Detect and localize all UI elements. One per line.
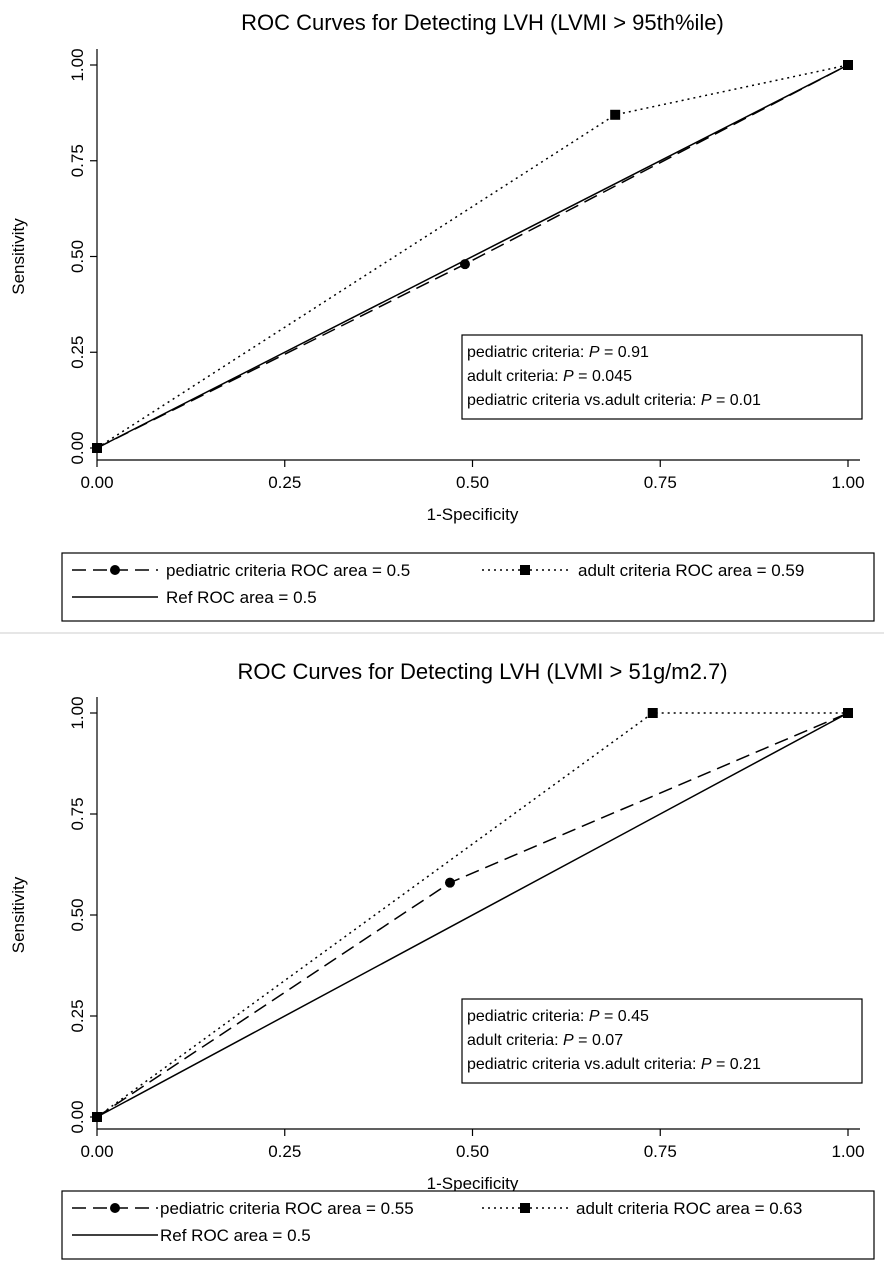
chart-title: ROC Curves for Detecting LVH (LVMI > 95t… — [241, 10, 724, 35]
x-tick-label: 0.50 — [456, 473, 489, 492]
x-tick-label: 0.50 — [456, 1142, 489, 1161]
x-tick-label: 0.25 — [268, 1142, 301, 1161]
x-axis-title: 1-Specificity — [427, 1174, 519, 1193]
stats-label: adult criteria: — [467, 1032, 563, 1049]
y-tick-label: 0.75 — [68, 144, 87, 177]
x-tick-label: 0.75 — [644, 1142, 677, 1161]
stats-value: = 0.01 — [712, 392, 761, 409]
stats-line: pediatric criteria: P = 0.45 — [467, 1008, 649, 1025]
chart-title: ROC Curves for Detecting LVH (LVMI > 51g… — [237, 659, 727, 684]
stats-value: = 0.21 — [712, 1056, 761, 1073]
stats-label: adult criteria: — [467, 368, 563, 385]
legend-label: adult criteria ROC area = 0.63 — [576, 1199, 802, 1218]
stats-p-symbol: P — [701, 392, 712, 409]
legend-marker-square — [520, 1203, 530, 1213]
data-point-circle — [459, 259, 470, 270]
series-line-2 — [96, 712, 849, 1118]
legend-label: pediatric criteria ROC area = 0.55 — [160, 1199, 414, 1218]
stats-line: adult criteria: P = 0.07 — [467, 1032, 623, 1049]
panel-separator — [0, 632, 884, 634]
stats-box — [461, 998, 863, 1084]
y-tick-label: 0.00 — [68, 1100, 87, 1133]
data-point-square — [92, 1112, 102, 1122]
stats-line: adult criteria: P = 0.045 — [467, 368, 632, 385]
stats-line: pediatric criteria: P = 0.91 — [467, 344, 649, 361]
y-axis-title: Sensitivity — [9, 218, 28, 295]
stats-value: = 0.45 — [600, 1008, 649, 1025]
y-tick-label: 1.00 — [68, 696, 87, 729]
x-tick-label: 1.00 — [831, 1142, 864, 1161]
data-point-square — [92, 443, 102, 453]
legend-marker-square — [520, 565, 530, 575]
stats-label: pediatric criteria vs.adult criteria: — [467, 1056, 701, 1073]
legend-marker-circle — [110, 1203, 120, 1213]
legend-box — [61, 1190, 875, 1260]
data-point-square — [843, 60, 853, 70]
x-tick-label: 0.25 — [268, 473, 301, 492]
stats-p-symbol: P — [563, 1032, 574, 1049]
stats-line: pediatric criteria vs.adult criteria: P … — [467, 1056, 761, 1073]
stats-value: = 0.045 — [574, 368, 632, 385]
series-line-1 — [96, 712, 848, 1118]
roc-chart-1-svg: ROC Curves for Detecting LVH (LVMI > 95t… — [9, 10, 875, 622]
data-point-circle — [444, 877, 455, 888]
legend-marker-circle — [110, 565, 120, 575]
stats-p-symbol: P — [589, 1008, 600, 1025]
legend-label: Ref ROC area = 0.5 — [160, 1226, 311, 1245]
stats-p-symbol: P — [589, 344, 600, 361]
roc-chart-1: ROC Curves for Detecting LVH (LVMI > 95t… — [0, 0, 884, 630]
data-point-square — [610, 109, 621, 120]
stats-label: pediatric criteria vs.adult criteria: — [467, 392, 701, 409]
stats-value: = 0.07 — [574, 1032, 623, 1049]
x-tick-label: 1.00 — [831, 473, 864, 492]
x-tick-label: 0.75 — [644, 473, 677, 492]
roc-chart-2-svg: ROC Curves for Detecting LVH (LVMI > 51g… — [9, 659, 875, 1260]
y-tick-label: 0.00 — [68, 431, 87, 464]
data-point-square — [647, 708, 658, 718]
x-tick-label: 0.00 — [80, 1142, 113, 1161]
legend-box — [61, 552, 875, 622]
stats-box — [461, 334, 863, 420]
x-tick-label: 0.00 — [80, 473, 113, 492]
y-tick-label: 0.25 — [68, 336, 87, 369]
legend-label: pediatric criteria ROC area = 0.5 — [166, 561, 410, 580]
stats-label: pediatric criteria: — [467, 1008, 589, 1025]
stats-p-symbol: P — [563, 368, 574, 385]
stats-value: = 0.91 — [600, 344, 649, 361]
legend-label: Ref ROC area = 0.5 — [166, 588, 317, 607]
y-tick-label: 1.00 — [68, 48, 87, 81]
stats-label: pediatric criteria: — [467, 344, 589, 361]
stats-line: pediatric criteria vs.adult criteria: P … — [467, 392, 761, 409]
legend-label: adult criteria ROC area = 0.59 — [578, 561, 804, 580]
data-point-square — [843, 708, 853, 718]
y-tick-label: 0.75 — [68, 797, 87, 830]
series-line-2 — [96, 64, 849, 449]
y-axis-title: Sensitivity — [9, 876, 28, 953]
x-axis-title: 1-Specificity — [427, 505, 519, 524]
y-tick-label: 0.50 — [68, 240, 87, 273]
y-tick-label: 0.25 — [68, 999, 87, 1032]
series-line-1 — [96, 64, 849, 449]
stats-p-symbol: P — [701, 1056, 712, 1073]
roc-chart-2: ROC Curves for Detecting LVH (LVMI > 51g… — [0, 636, 884, 1269]
y-tick-label: 0.50 — [68, 898, 87, 931]
